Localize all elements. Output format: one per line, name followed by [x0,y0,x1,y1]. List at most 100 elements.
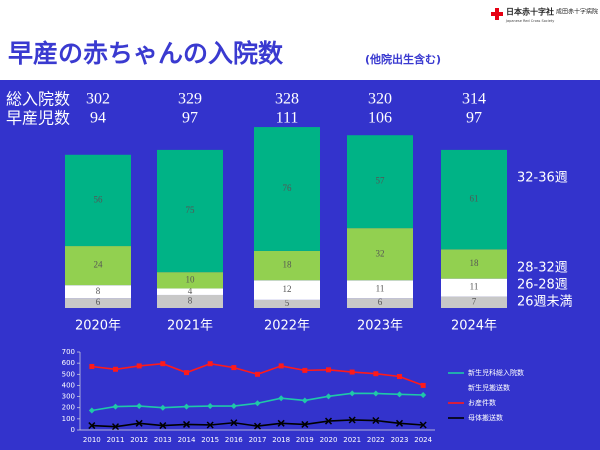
x-tick-label: 2024年 [451,319,497,334]
bar-segment [347,280,413,299]
data-label: 61 [470,194,479,204]
data-label: 18 [283,260,293,270]
x-tick-label: 2019 [296,436,314,444]
marker [112,403,119,410]
marker [349,390,356,397]
legend-label: 32-36週 [517,171,568,186]
marker [207,403,214,410]
cross-v [495,8,499,20]
y-tick-label: 600 [62,359,75,367]
legend-label: 28-32週 [517,261,568,276]
subtitle: (他院出生含む) [365,52,441,66]
bar-segment [65,285,131,299]
bar-segment [441,149,507,250]
marker [159,404,166,411]
marker [397,374,402,380]
row-value: 97 [466,110,482,127]
x-tick-label: 2022 [367,436,385,444]
data-label: 57 [376,176,386,186]
y-tick-label: 100 [62,415,75,423]
logo: 日本赤十字社 Japanese Red Cross Society 成田赤十字病… [491,7,598,23]
marker [278,363,284,369]
marker [301,420,309,428]
marker [348,416,356,424]
row-value: 302 [86,91,110,108]
x-tick-label: 2024 [414,436,432,444]
bar-segment [441,296,507,308]
x-tick-label: 2010 [83,436,101,444]
bar-segment [65,246,131,286]
marker [88,407,95,414]
row-label: 総入院数 [6,90,70,109]
marker [231,365,237,371]
row-value: 329 [178,91,202,108]
legend-label: 26週未満 [517,295,573,310]
marker [111,423,120,431]
x-tick-label: 2020年 [75,319,121,334]
row-value: 328 [275,91,299,108]
y-tick-label: 400 [62,381,75,389]
bar-segment [157,288,223,295]
bar-segment [157,149,223,273]
marker [88,422,96,430]
marker [373,371,379,377]
data-label: 76 [283,183,293,193]
data-label: 8 [188,296,193,306]
marker [230,403,237,410]
row-value: 106 [368,110,392,127]
legend-label: 26-28週 [517,278,568,293]
data-label: 11 [376,283,385,293]
marker [89,363,95,369]
data-label: 18 [470,258,480,268]
marker [277,419,285,427]
marker [302,367,308,373]
marker [183,403,190,410]
bar-segment [254,127,320,251]
marker [255,371,260,377]
y-tick-label: 700 [62,348,75,356]
bar-segment [157,272,223,289]
marker [113,366,118,372]
row-value: 111 [276,110,299,127]
y-tick-label: 0 [71,426,75,434]
marker [206,421,214,429]
row-value: 320 [368,91,392,108]
marker [372,390,379,397]
marker [349,369,355,375]
logo-name: 日本赤十字社 [506,7,554,17]
data-label: 4 [188,286,193,296]
row-label: 早産児数 [6,109,70,128]
x-tick-label: 2015 [201,436,219,444]
x-tick-label: 2022年 [264,319,310,334]
x-tick-label: 2016 [225,436,243,444]
marker [278,395,285,402]
data-label: 24 [94,260,104,270]
x-tick-label: 2018 [272,436,290,444]
marker [420,382,426,388]
row-value: 97 [182,110,198,127]
marker [254,400,261,407]
data-label: 8 [96,286,101,296]
legend-label: 新生児科総入院数 [468,368,524,377]
x-tick-label: 2011 [107,436,125,444]
marker [396,391,403,398]
y-tick-label: 500 [62,370,75,378]
marker [420,392,427,399]
data-label: 12 [283,284,292,294]
marker [325,393,332,400]
logo-sub: Japanese Red Cross Society [505,19,554,23]
marker [253,422,262,430]
data-label: 7 [472,296,477,306]
hospital-name: 成田赤十字病院 [556,8,598,16]
bar-segment [65,154,131,247]
data-label: 5 [285,298,290,308]
legend-label: 母体搬送数 [468,413,503,422]
marker [135,419,143,427]
data-label: 11 [470,282,479,292]
marker [326,367,331,373]
data-label: 32 [376,248,385,258]
bar-segment [157,294,223,308]
bar-segment [441,249,507,279]
x-tick-label: 2013 [154,436,172,444]
bar-segment [347,298,413,308]
